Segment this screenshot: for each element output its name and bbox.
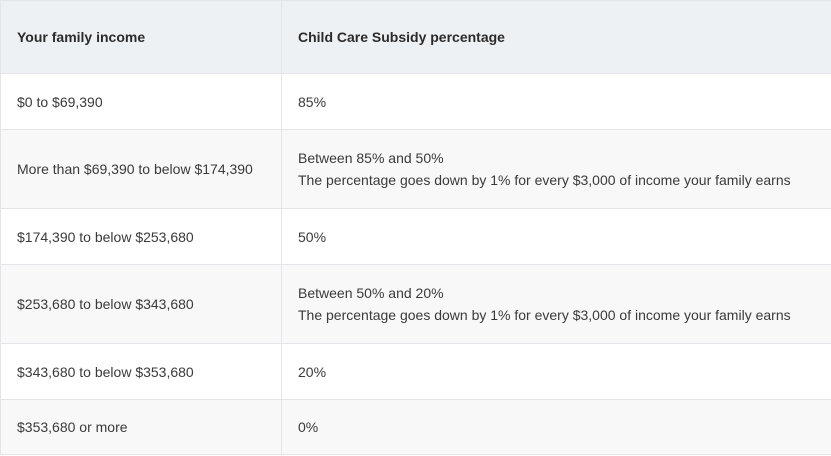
percentage-value: 50% [298,228,327,245]
income-cell: $353,680 or more [0,399,282,455]
header-subsidy-percentage: Child Care Subsidy percentage [281,0,831,74]
income-cell: More than $69,390 to below $174,390 [0,129,282,209]
table-row: $174,390 to below $253,680 50% [0,208,831,265]
percentage-value: Between 85% and 50% [298,150,444,166]
percentage-value: 85% [298,93,327,110]
percentage-cell: 50% [281,208,831,265]
table-header-row: Your family income Child Care Subsidy pe… [0,0,831,74]
table-row: $353,680 or more 0% [0,399,831,455]
percentage-value: 0% [298,419,319,435]
header-family-income: Your family income [0,0,282,74]
table-row: $0 to $69,390 85% [0,73,831,130]
income-cell: $253,680 to below $343,680 [0,264,282,344]
table-row: $253,680 to below $343,680 Between 50% a… [0,264,831,344]
percentage-value: Between 50% and 20% [298,285,444,301]
percentage-note: The percentage goes down by 1% for every… [298,172,791,188]
table-row: More than $69,390 to below $174,390 Betw… [0,129,831,209]
percentage-cell: 0% [281,399,831,455]
table-row: $343,680 to below $353,680 20% [0,343,831,400]
percentage-cell: 20% [281,343,831,400]
percentage-note: The percentage goes down by 1% for every… [298,307,791,323]
percentage-cell: Between 50% and 20% The percentage goes … [281,264,831,344]
income-cell: $174,390 to below $253,680 [0,208,282,265]
income-cell: $0 to $69,390 [0,73,282,130]
percentage-cell: 85% [281,73,831,130]
percentage-value: 20% [298,363,327,380]
income-cell: $343,680 to below $353,680 [0,343,282,400]
percentage-cell: Between 85% and 50% The percentage goes … [281,129,831,209]
